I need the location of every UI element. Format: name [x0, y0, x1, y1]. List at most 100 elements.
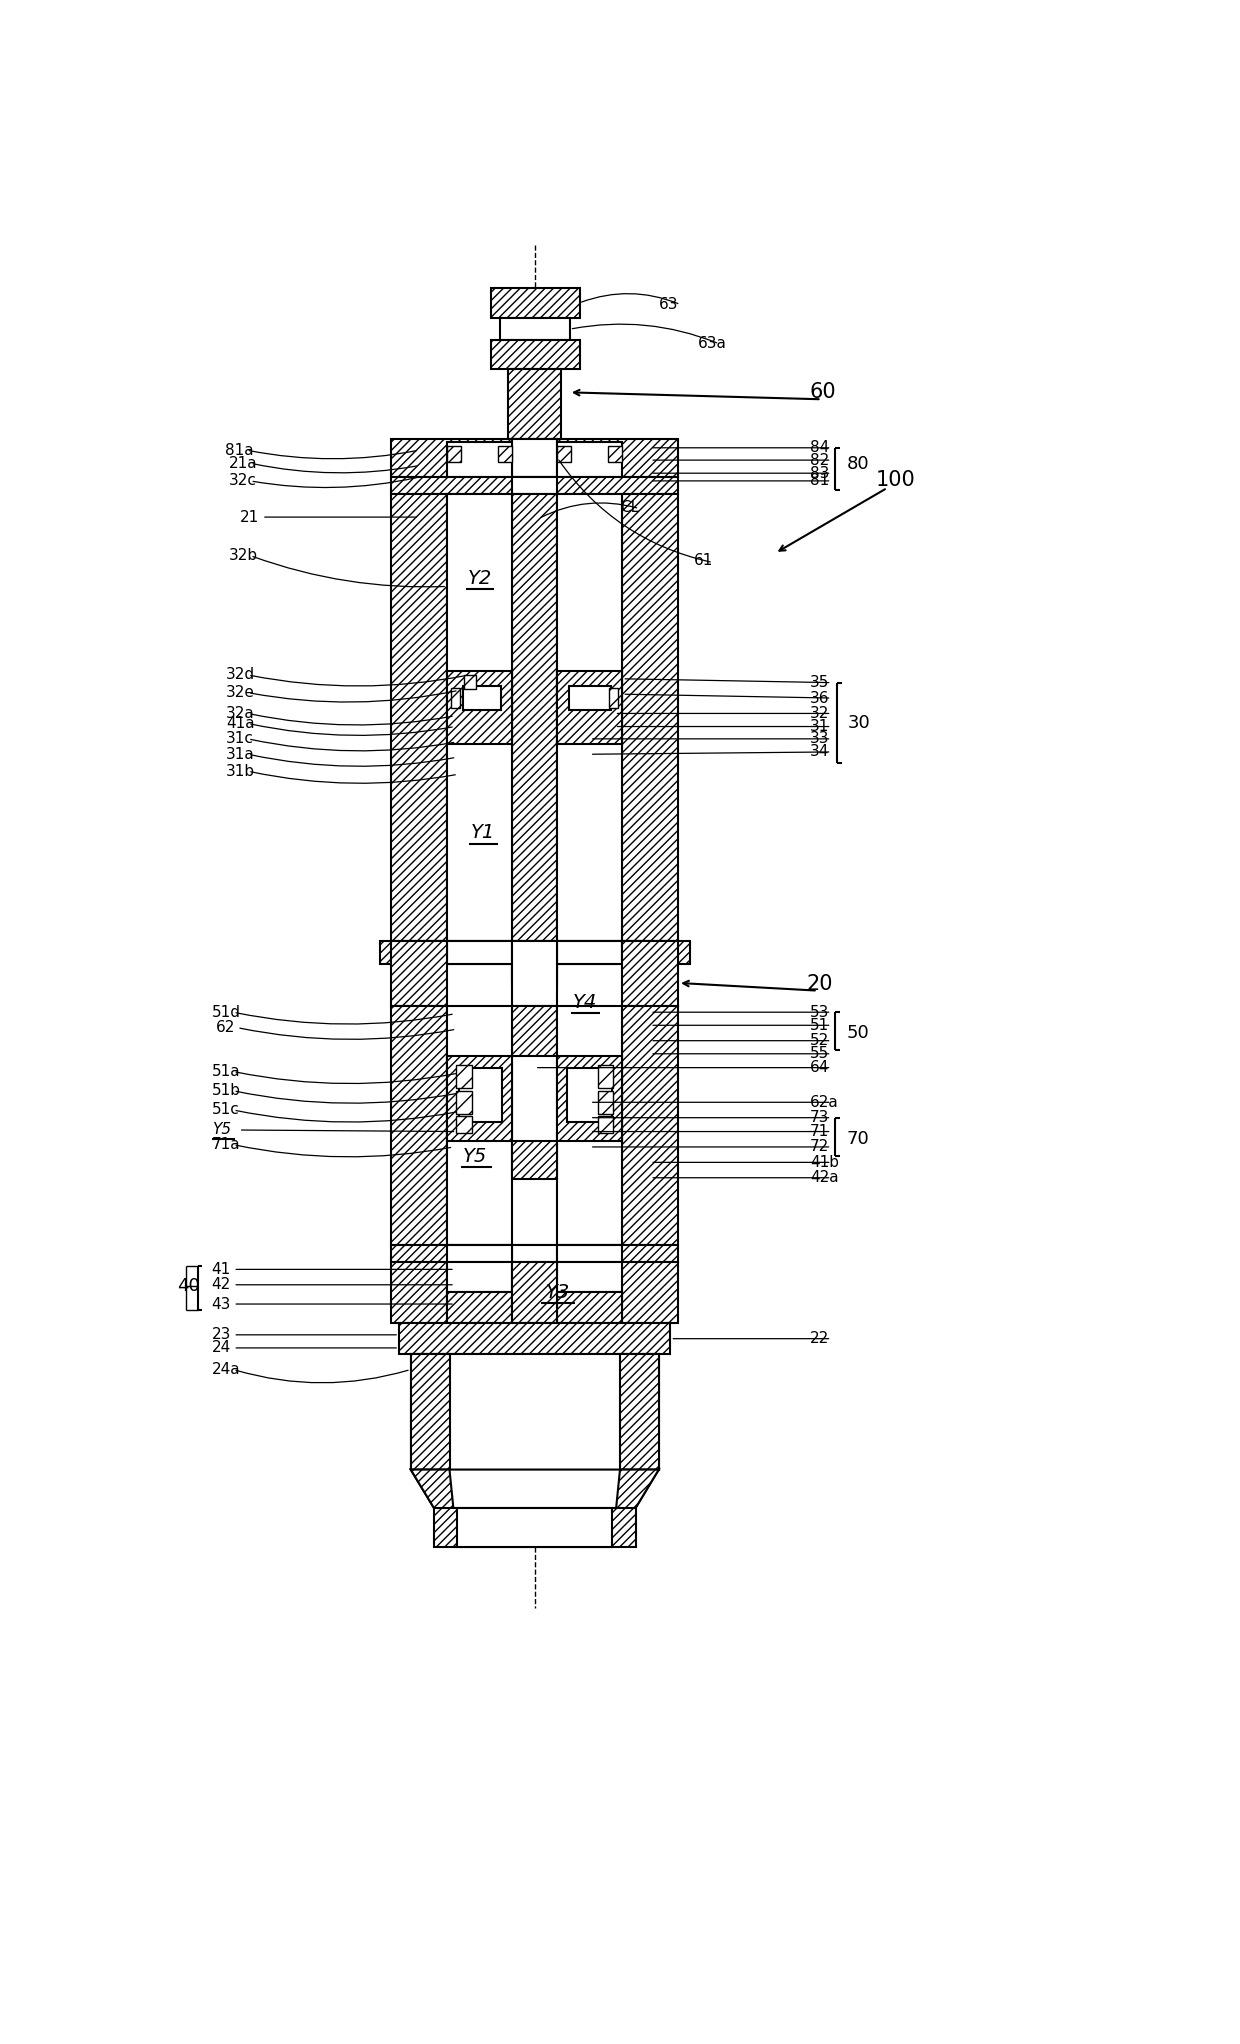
Text: 24: 24 — [212, 1341, 231, 1355]
Bar — [512, 940, 557, 987]
Text: 31c: 31c — [226, 732, 254, 746]
Text: 35: 35 — [810, 675, 830, 691]
Text: 63a: 63a — [697, 337, 727, 352]
Text: 51a: 51a — [212, 1065, 241, 1079]
Bar — [569, 687, 611, 709]
Bar — [448, 495, 512, 940]
Text: Y3: Y3 — [546, 1284, 570, 1302]
Bar — [491, 288, 580, 319]
Text: 32e: 32e — [226, 685, 255, 701]
Bar — [622, 940, 678, 1006]
Bar — [392, 495, 448, 940]
Text: 34: 34 — [810, 744, 830, 760]
Polygon shape — [410, 1470, 454, 1508]
Text: 50: 50 — [847, 1024, 869, 1042]
Text: 55: 55 — [810, 1047, 830, 1061]
Text: 70: 70 — [847, 1130, 869, 1149]
Bar — [598, 1091, 613, 1114]
Text: 31: 31 — [810, 719, 830, 734]
Text: 82: 82 — [810, 452, 830, 468]
Bar — [459, 1067, 502, 1122]
Bar — [557, 1245, 622, 1261]
Bar — [622, 1261, 678, 1322]
Text: Y1: Y1 — [470, 824, 495, 842]
Text: 32: 32 — [810, 705, 830, 722]
Bar — [451, 689, 460, 707]
Bar — [609, 689, 619, 707]
Bar — [392, 439, 678, 476]
Text: 40: 40 — [176, 1278, 200, 1296]
Bar — [458, 1508, 613, 1547]
Text: 31a: 31a — [226, 746, 255, 762]
Bar — [448, 1006, 512, 1245]
Bar — [557, 495, 622, 940]
Text: 21a: 21a — [228, 456, 257, 470]
Text: 33: 33 — [810, 732, 830, 746]
Text: 23: 23 — [212, 1327, 231, 1343]
Bar — [622, 1006, 678, 1245]
Text: Y2: Y2 — [467, 568, 492, 589]
Text: 73: 73 — [810, 1110, 830, 1124]
Text: 51d: 51d — [212, 1006, 241, 1020]
Bar — [410, 1353, 449, 1470]
Text: 42: 42 — [212, 1278, 231, 1292]
Text: 32a: 32a — [226, 705, 255, 722]
Bar — [512, 940, 557, 1006]
Bar — [464, 675, 476, 689]
Bar — [434, 1508, 635, 1547]
Text: 84: 84 — [810, 439, 830, 456]
Text: 21: 21 — [241, 509, 259, 525]
Text: 64: 64 — [810, 1061, 830, 1075]
Polygon shape — [616, 1470, 658, 1508]
Bar — [448, 1261, 512, 1292]
Bar — [557, 446, 572, 462]
Bar — [557, 940, 622, 963]
Text: 52: 52 — [810, 1032, 830, 1049]
Text: 72: 72 — [810, 1139, 830, 1155]
Bar — [512, 1245, 557, 1261]
Bar — [512, 439, 557, 476]
Text: 62: 62 — [216, 1020, 234, 1034]
Text: 24a: 24a — [212, 1361, 241, 1378]
Bar — [392, 1245, 678, 1261]
Text: 53: 53 — [810, 1006, 830, 1020]
Polygon shape — [410, 1470, 658, 1508]
Bar — [557, 1261, 622, 1292]
Bar — [448, 446, 461, 462]
Text: Y4: Y4 — [573, 993, 596, 1012]
Text: 100: 100 — [875, 470, 915, 491]
Text: 41: 41 — [212, 1261, 231, 1278]
Bar — [500, 319, 569, 339]
Bar — [512, 495, 557, 979]
Bar — [557, 1006, 622, 1245]
Text: 30: 30 — [848, 713, 870, 732]
Text: 62a: 62a — [810, 1096, 838, 1110]
Bar — [392, 1006, 448, 1245]
Bar — [620, 1353, 658, 1470]
Bar — [448, 1057, 512, 1141]
Text: 71: 71 — [810, 1124, 830, 1139]
Bar — [491, 339, 580, 370]
Text: 36: 36 — [810, 691, 830, 705]
Bar — [456, 1116, 472, 1132]
Text: 60: 60 — [810, 382, 837, 401]
Bar — [448, 1245, 512, 1261]
Bar — [448, 1292, 512, 1322]
Text: Y5: Y5 — [463, 1147, 487, 1165]
Bar — [456, 1091, 472, 1114]
Text: 63: 63 — [658, 296, 678, 313]
Text: 81a: 81a — [224, 444, 253, 458]
Bar — [448, 670, 512, 744]
Text: 51: 51 — [810, 1018, 830, 1032]
Bar — [512, 1261, 557, 1322]
Text: 41a: 41a — [226, 715, 255, 732]
Text: 81: 81 — [810, 474, 830, 489]
Bar — [512, 1006, 557, 1057]
Text: 71a: 71a — [212, 1136, 241, 1153]
Text: 32c: 32c — [228, 474, 257, 489]
Bar — [498, 446, 512, 462]
Bar — [392, 1261, 448, 1322]
Bar — [622, 495, 678, 940]
Text: 43: 43 — [212, 1296, 231, 1312]
Text: 31b: 31b — [226, 764, 255, 779]
